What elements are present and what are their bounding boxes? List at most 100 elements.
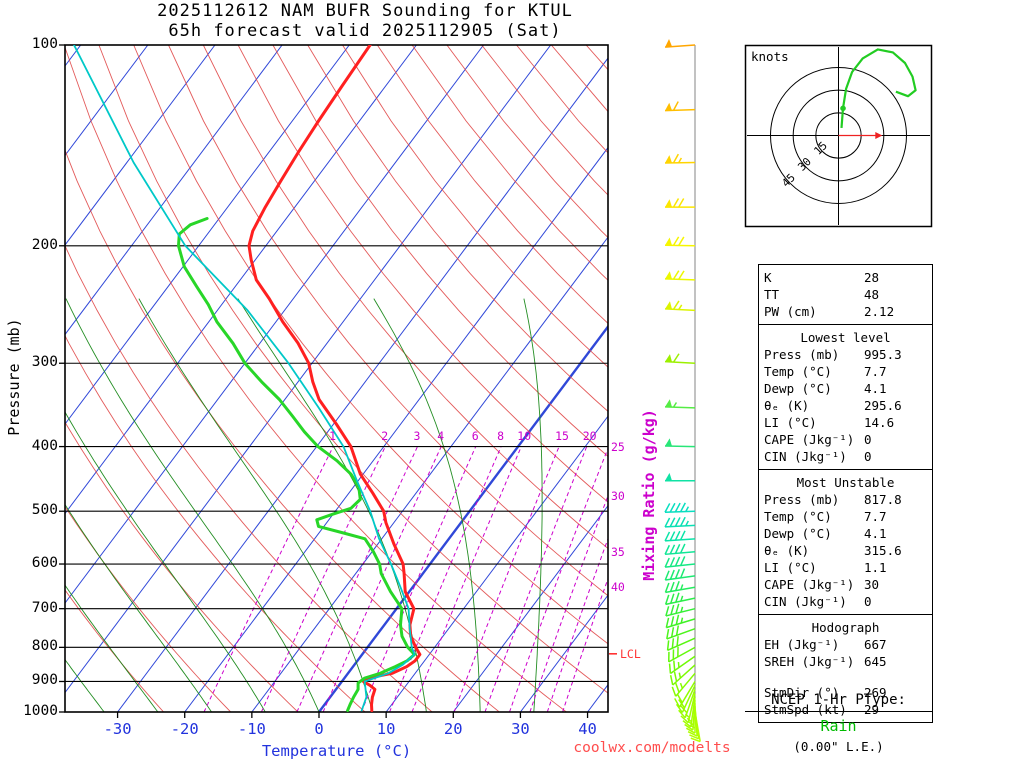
- pressure-tick-label: 900: [31, 672, 58, 689]
- wind-barb: [666, 625, 696, 640]
- stat-label: Press (mb): [764, 347, 840, 362]
- stat-value: 667: [864, 637, 887, 652]
- mixing-ratio-label: 10: [517, 429, 532, 443]
- stats-section: Most Unstable Press (mb) 817.8 Temp (°C) 7.7…: [759, 469, 932, 614]
- temp-tick-label: -10: [237, 720, 266, 738]
- stat-label: CAPE (Jkg⁻¹): [764, 577, 855, 592]
- stat-value: 29: [864, 702, 880, 717]
- wind-barb: [664, 516, 696, 528]
- wind-barb: [666, 636, 696, 652]
- stat-row: Temp (°C) 7.7: [764, 363, 927, 380]
- stat-row: Dewp (°C) 4.1: [764, 525, 927, 542]
- stats-spacer: [764, 670, 927, 684]
- stat-row: SREH (Jkg⁻¹) 645: [764, 653, 927, 670]
- wind-barb: [664, 153, 696, 164]
- temp-tick-label: 0: [314, 720, 324, 738]
- hodograph-units-label: knots: [751, 49, 789, 64]
- stat-value: 817.8: [864, 492, 902, 507]
- stat-row: EH (Jkg⁻¹) 667: [764, 636, 927, 653]
- stat-value: 1.1: [864, 560, 887, 575]
- wind-barb: [664, 568, 696, 581]
- wind-barb: [664, 399, 696, 409]
- stat-row: CAPE (Jkg⁻¹) 30: [764, 576, 927, 593]
- stat-label: StmDir (°): [764, 685, 840, 700]
- stat-value: 645: [864, 654, 887, 669]
- wet-bulb-curve: [73, 45, 416, 712]
- stat-row: CAPE (Jkg⁻¹) 0: [764, 431, 927, 448]
- stat-row: PW (cm) 2.12: [764, 303, 927, 320]
- stat-label: CIN (Jkg⁻¹): [764, 449, 847, 464]
- wind-barb: [665, 614, 696, 629]
- stat-value: 995.3: [864, 347, 902, 362]
- mixing-ratio-label: 40: [611, 580, 625, 595]
- ptype-liquid-equivalent: (0.00" L.E.): [793, 739, 884, 754]
- mixing-ratio-label: 3: [413, 429, 421, 443]
- stat-row: CIN (Jkg⁻¹) 0: [764, 448, 927, 465]
- wind-barb: [671, 672, 696, 697]
- temp-tick-label: -20: [170, 720, 199, 738]
- mixing-ratio-label: 25: [611, 439, 625, 454]
- temperature-axis-label: Temperature (°C): [261, 742, 412, 760]
- pressure-tick-label: 600: [31, 555, 58, 572]
- pressure-tick-label: 400: [31, 437, 58, 454]
- mixing-ratio-label: 8: [497, 429, 505, 443]
- pressure-tick-label: 100: [31, 36, 58, 52]
- stat-label: K: [764, 270, 772, 285]
- temp-tick-label: 40: [578, 720, 597, 738]
- stat-row: θₑ (K) 315.6: [764, 542, 927, 559]
- wind-barb: [664, 543, 696, 556]
- dewpoint-curve: [177, 217, 416, 712]
- stat-value: 28: [864, 270, 880, 285]
- credit-watermark: coolwx.com/modelts: [573, 740, 731, 756]
- wind-barbs: [664, 39, 701, 743]
- wind-barb: [664, 101, 696, 112]
- page-title: 2025112612 NAM BUFR Sounding for KTUL: [157, 1, 573, 21]
- pressure-tick-label: 500: [31, 502, 58, 519]
- isotherms: [65, 45, 608, 712]
- stat-value: 14.6: [864, 415, 895, 430]
- stat-label: StmSpd (kt): [764, 702, 847, 717]
- wind-barb: [669, 664, 696, 686]
- wind-barb: [665, 39, 696, 48]
- temp-tick-label: 10: [376, 720, 396, 738]
- pressure-tick-label: 200: [31, 236, 58, 253]
- stat-label: θₑ (K): [764, 398, 810, 413]
- stat-row: LI (°C) 1.1: [764, 559, 927, 576]
- page-subtitle: 65h forecast valid 2025112905 (Sat): [168, 21, 562, 41]
- stats-section: Lowest level Press (mb) 995.3 Temp (°C) 7.7 D…: [759, 324, 932, 469]
- stat-label: Temp (°C): [764, 364, 832, 379]
- wind-barb: [665, 603, 696, 617]
- mixing-ratio-label: 6: [471, 429, 479, 443]
- stat-value: 2.12: [864, 304, 895, 319]
- mixing-ratio-axis-label: Mixing Ratio (g/kg): [640, 409, 658, 581]
- stats-section-header: Most Unstable: [796, 475, 895, 490]
- wind-barb: [665, 472, 695, 482]
- temp-tick-label: -30: [103, 720, 132, 738]
- mixing-ratio-label: 35: [611, 544, 625, 559]
- wind-barb: [664, 502, 696, 514]
- stats-section: K 28 TT 48 PW (cm) 2.12: [759, 265, 932, 324]
- ptype-heading: NCEP 1-Hr PType:: [745, 692, 932, 712]
- wind-barb: [664, 236, 696, 247]
- moist-adiabats: [65, 298, 543, 712]
- pressure-tick-label: 300: [31, 354, 58, 371]
- wind-barb: [665, 300, 696, 312]
- sounding-curves: [73, 45, 422, 712]
- temp-tick-label: 30: [511, 720, 530, 738]
- stat-row: Temp (°C) 7.7: [764, 508, 927, 525]
- temp-tick-label: 20: [443, 720, 463, 738]
- stat-label: Dewp (°C): [764, 526, 832, 541]
- wind-barb: [668, 655, 696, 675]
- stat-label: θₑ (K): [764, 543, 810, 558]
- lcl-marker-label: LCL: [620, 647, 641, 661]
- stat-label: LI (°C): [764, 415, 817, 430]
- stat-row: StmSpd (kt) 29: [764, 701, 927, 718]
- hodograph-trace: [840, 48, 917, 128]
- stats-section-header: Hodograph: [811, 620, 880, 635]
- pressure-tick-label: 1000: [23, 703, 58, 719]
- mixing-ratio-label: 15: [555, 429, 569, 443]
- stat-value: 269: [864, 685, 887, 700]
- stat-label: TT: [764, 287, 780, 302]
- stat-label: EH (Jkg⁻¹): [764, 637, 840, 652]
- stat-value: 0: [864, 594, 872, 609]
